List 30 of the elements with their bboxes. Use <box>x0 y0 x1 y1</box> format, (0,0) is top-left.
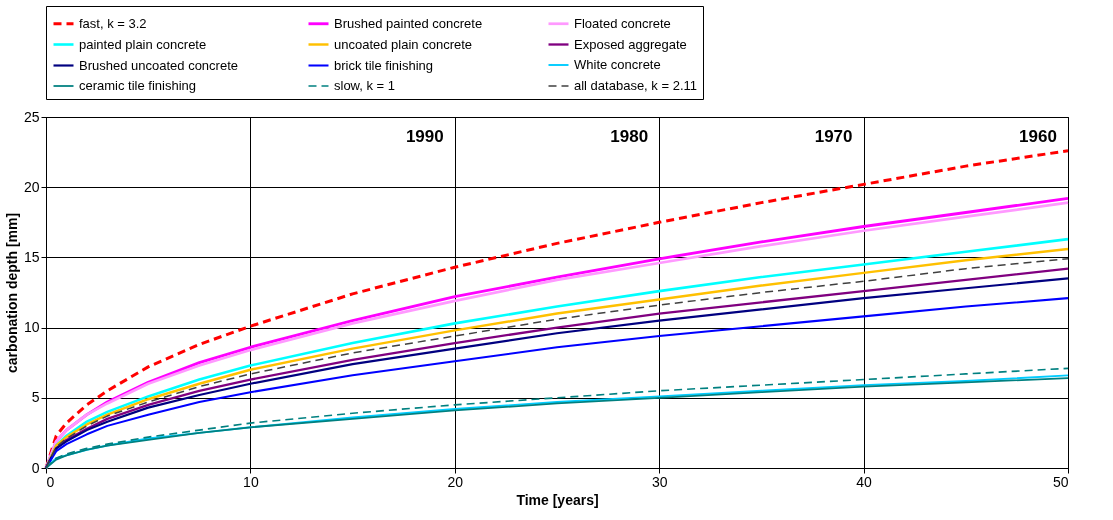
annotation: 1980 <box>610 127 649 146</box>
x-axis-title: Time [years] <box>516 491 599 508</box>
x-tick-label: 0 <box>46 473 55 490</box>
legend-label: painted plain concrete <box>79 36 207 52</box>
legend-label: Brushed painted concrete <box>334 15 483 31</box>
y-tick-label: 20 <box>23 178 40 195</box>
y-tick-label: 15 <box>23 248 40 265</box>
annotation: 1990 <box>405 127 444 146</box>
y-tick-label: 10 <box>23 319 40 336</box>
x-tick-label: 30 <box>651 473 668 490</box>
legend-label: White concrete <box>574 57 661 72</box>
legend-label: slow, k = 1 <box>334 78 396 93</box>
x-tick-label: 20 <box>447 473 464 490</box>
y-tick-label: 25 <box>23 108 40 125</box>
legend-label: all database, k = 2.11 <box>574 78 697 93</box>
x-tick-label: 40 <box>856 473 873 490</box>
x-tick-label: 50 <box>1052 473 1069 490</box>
y-tick-label: 5 <box>31 389 40 406</box>
annotation: 1970 <box>814 127 853 146</box>
legend-label: Exposed aggregate <box>574 36 687 52</box>
y-tick-label: 0 <box>31 459 40 476</box>
legend-label: uncoated plain concrete <box>334 36 473 52</box>
legend-label: Floated concrete <box>574 15 671 31</box>
legend-label: ceramic tile finishing <box>79 78 197 93</box>
x-tick-label: 10 <box>243 473 259 490</box>
legend-label: brick tile finishing <box>334 57 433 73</box>
y-axis-title: carbonation depth [mm] <box>3 212 20 374</box>
annotation: 1960 <box>1019 127 1057 146</box>
legend-label: Brushed uncoated concrete <box>79 57 238 73</box>
legend-label: fast, k = 3.2 <box>79 15 147 31</box>
